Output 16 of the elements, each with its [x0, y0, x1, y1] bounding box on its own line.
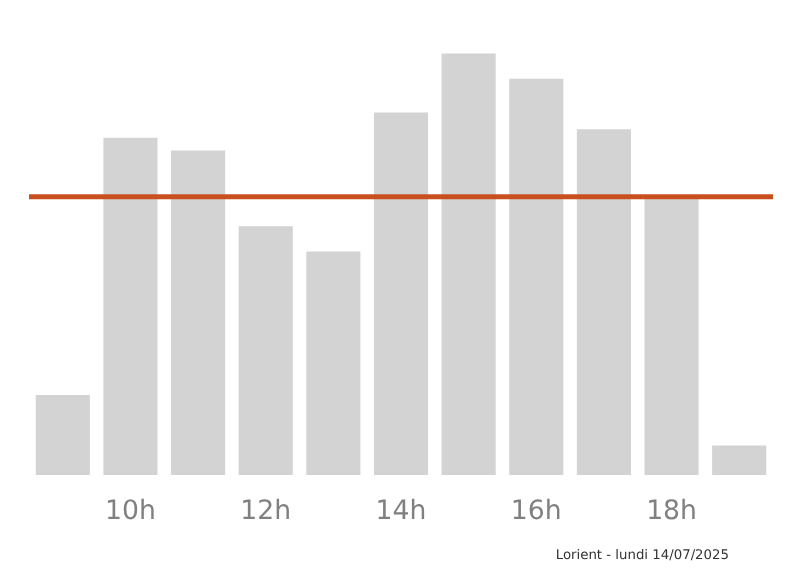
x-tick-label: 18h	[646, 497, 697, 527]
bar	[576, 129, 631, 475]
bar	[171, 150, 226, 475]
bar	[103, 137, 158, 475]
bar	[306, 251, 361, 475]
bar	[35, 394, 90, 475]
x-tick-label: 10h	[105, 497, 156, 527]
x-tick-label: 14h	[375, 497, 427, 527]
x-tick-label: 16h	[510, 497, 562, 527]
bar	[441, 53, 496, 475]
x-tick-label: 12h	[240, 497, 292, 527]
bar	[644, 196, 699, 475]
bar	[238, 226, 293, 475]
bar	[712, 445, 767, 475]
bar	[373, 112, 429, 475]
bar	[509, 78, 564, 475]
